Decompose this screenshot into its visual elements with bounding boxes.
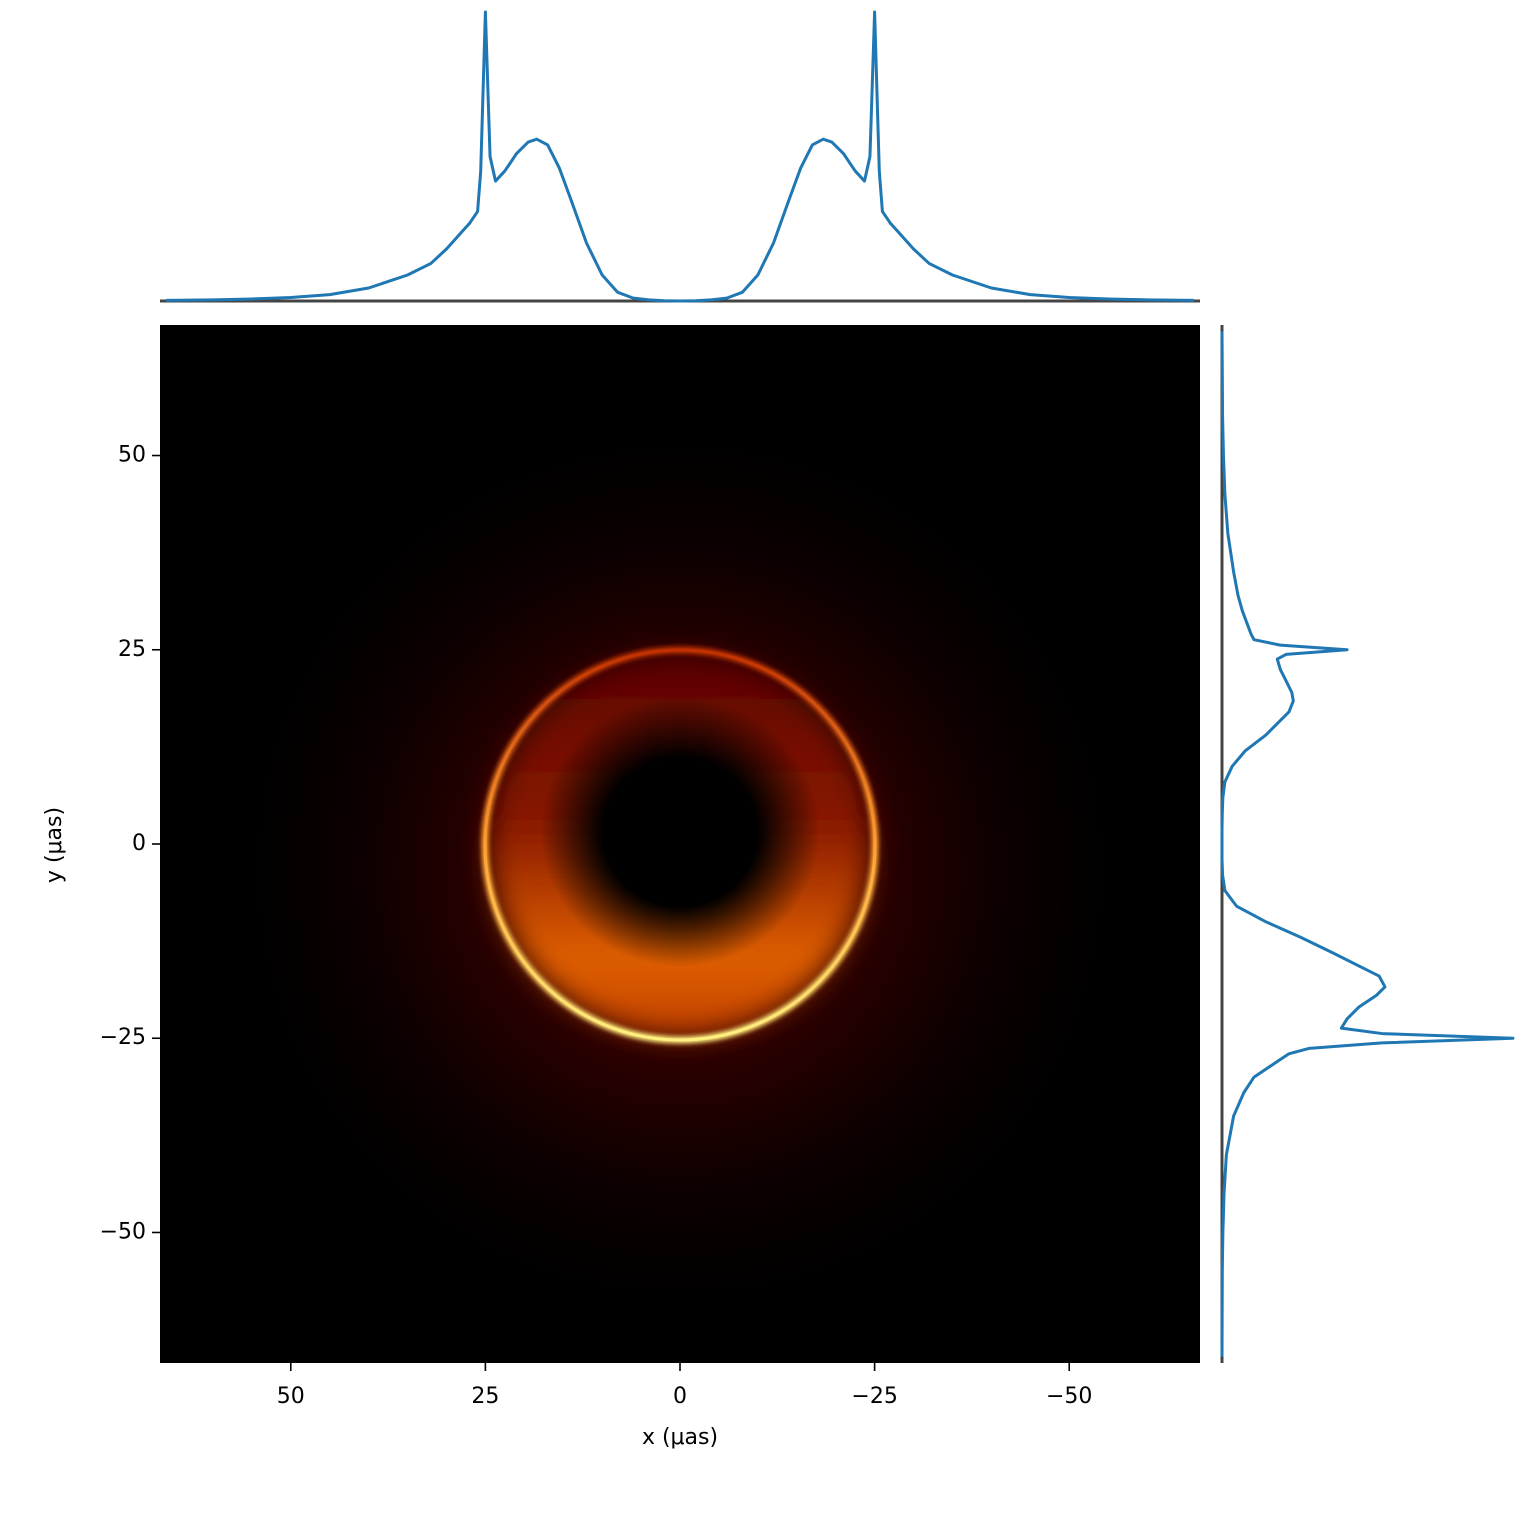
x-tick-label: −25 [851, 1384, 897, 1409]
shadow [540, 697, 820, 967]
x-tick-label: 0 [673, 1384, 687, 1409]
x-tick-label: 50 [277, 1384, 305, 1409]
profile-line [166, 10, 1194, 303]
photon-ring-core [483, 648, 877, 1042]
x-axis-label: x (μas) [642, 1425, 718, 1450]
y-tick-label: 50 [118, 443, 146, 468]
profile-line [1220, 331, 1515, 1357]
x-tick-label: 25 [471, 1384, 499, 1409]
y-tick-label: 25 [118, 637, 146, 662]
y-tick-label: 0 [132, 831, 146, 856]
y-axis-label: y (μas) [42, 807, 67, 883]
x-tick-label: −50 [1046, 1384, 1092, 1409]
y-tick-label: −50 [100, 1219, 146, 1244]
image [160, 325, 1200, 1363]
y-tick-label: −25 [100, 1025, 146, 1050]
